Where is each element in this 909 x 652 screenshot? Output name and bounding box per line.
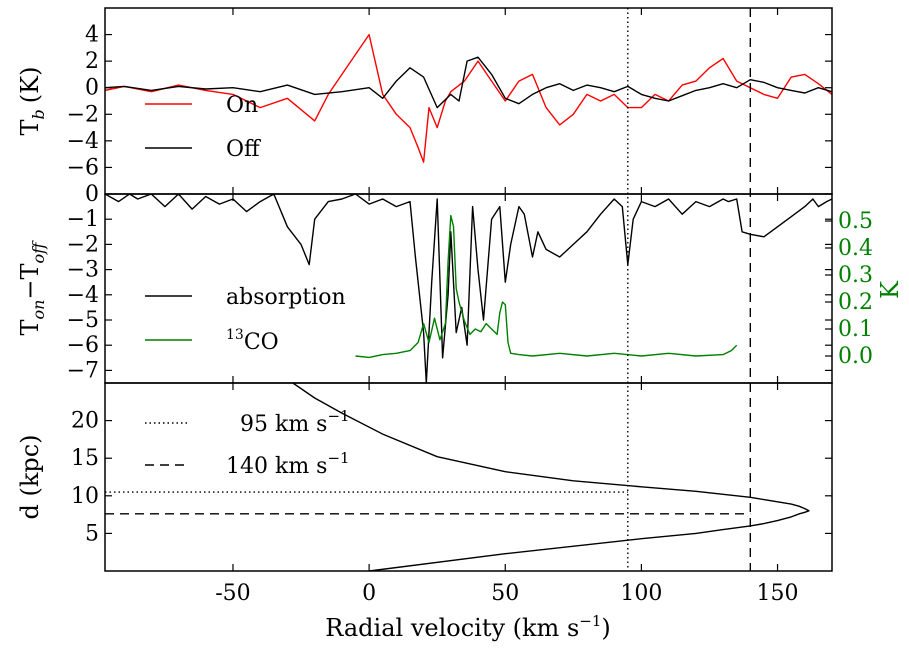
x-tick-label: 150	[757, 581, 799, 606]
x-axis-title-tail: )	[601, 614, 610, 642]
top-y-tick-label: 4	[85, 23, 99, 48]
x-tick-label: 0	[362, 581, 376, 606]
legend-label-absorption: absorption	[226, 285, 346, 310]
middle-y2-tick-label: 0.2	[838, 290, 873, 315]
series-line-absorption	[105, 194, 832, 383]
legend-label-95: 95 km s−1	[240, 407, 350, 437]
x-axis-title: Radial velocity (km s−1)	[325, 612, 611, 642]
top-ylabel: Tb (K)	[16, 67, 48, 136]
middle-y-tick-label: −1	[67, 207, 99, 232]
top-y-tick-label: −2	[67, 102, 99, 127]
middle-y2-tick-label: 0.3	[838, 263, 873, 288]
middle-ylabel-mid: −T	[16, 263, 44, 299]
legend-label-13co: 13CO	[226, 327, 279, 355]
series-line-off	[105, 56, 832, 109]
middle-y-tick-label: −3	[67, 258, 99, 283]
middle-y-tick-label: −5	[67, 308, 99, 333]
top-y-tick-label: 0	[85, 76, 99, 101]
middle-ylabel-main: T	[16, 320, 44, 336]
legend-13co-main: CO	[244, 330, 279, 355]
bottom-panel-frame	[104, 382, 833, 572]
x-axis-title-main: Radial velocity (km s	[325, 614, 579, 642]
bottom-y-tick-label: 20	[71, 409, 99, 434]
middle-legend: absorption 13CO	[145, 285, 346, 355]
middle-y2label: K	[876, 280, 904, 299]
bottom-legend: 95 km s−1 140 km s−1	[145, 407, 350, 479]
top-ylabel-main: T	[16, 119, 44, 135]
top-plot-area	[105, 33, 832, 163]
middle-ylabel-sub1: on	[29, 300, 48, 320]
x-tick-label: 100	[620, 581, 662, 606]
series-line-on	[105, 33, 832, 163]
top-y-tick-label: −6	[67, 155, 99, 180]
middle-plot-area	[105, 194, 832, 383]
legend-95-sup: −1	[327, 407, 349, 425]
distance-curve	[292, 383, 810, 571]
x-tick-label: -50	[215, 581, 250, 606]
x-tick-label: 50	[491, 581, 519, 606]
axis-ticks: 420−2−4−60−1−2−3−4−5−6−720151050.00.10.2…	[67, 8, 873, 606]
top-ylabel-sub: b	[29, 109, 48, 119]
middle-y-tick-label: −2	[67, 232, 99, 257]
top-legend: On Off	[145, 93, 261, 162]
middle-y2-tick-label: 0.0	[838, 344, 873, 369]
bottom-y-tick-label: 15	[71, 446, 99, 471]
middle-ylabel: Ton−Toff	[16, 240, 48, 336]
middle-y-tick-label: −6	[67, 333, 99, 358]
legend-label-off: Off	[226, 137, 261, 162]
bottom-y-tick-label: 10	[71, 484, 99, 509]
legend-label-on: On	[226, 93, 258, 118]
bottom-plot-area	[105, 383, 810, 571]
x-axis-title-sup: −1	[579, 612, 601, 630]
legend-140-main: 140 km s	[226, 454, 327, 479]
middle-y2-tick-label: 0.1	[838, 317, 873, 342]
middle-ylabel-sub2: off	[29, 240, 48, 264]
top-ylabel-tail: (K)	[16, 67, 44, 104]
middle-y2-tick-label: 0.5	[838, 209, 873, 234]
top-panel-frame	[104, 7, 833, 195]
top-y-tick-label: −4	[67, 129, 99, 154]
series-line-13co	[355, 214, 738, 359]
legend-95-main: 95 km s	[240, 412, 327, 437]
legend-140-sup: −1	[327, 449, 349, 467]
velocity-reference-lines	[627, 8, 752, 571]
bottom-ylabel: d (kpc)	[16, 434, 44, 519]
middle-y2-tick-label: 0.4	[838, 236, 873, 261]
middle-y-tick-label: 0	[85, 182, 99, 207]
legend-13co-sup: 13	[226, 327, 244, 343]
legend-label-140: 140 km s−1	[226, 449, 350, 479]
bottom-y-tick-label: 5	[85, 521, 99, 546]
top-y-tick-label: 2	[85, 49, 99, 74]
middle-y-tick-label: −7	[67, 358, 99, 383]
middle-y-tick-label: −4	[67, 283, 99, 308]
